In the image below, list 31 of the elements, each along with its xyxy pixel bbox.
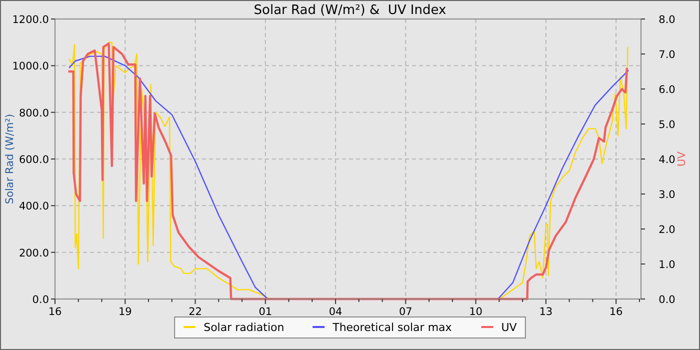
y2-tick-label: 7.0 — [658, 49, 676, 61]
y2-tick-label: 3.0 — [658, 189, 676, 201]
x-tick-label: 13 — [539, 306, 553, 318]
x-tick-label: 16 — [48, 306, 62, 318]
chart-title: Solar Rad (W/m²) & UV Index — [254, 3, 447, 18]
x-tick-label: 16 — [609, 306, 624, 318]
y-tick-label: 600.0 — [18, 154, 49, 166]
legend-label: Theoretical solar max — [332, 321, 452, 334]
y2-tick-label: 0.0 — [658, 294, 676, 306]
y-tick-label: 200.0 — [18, 247, 49, 260]
x-tick-label: 19 — [118, 306, 132, 318]
x-tick-label: 07 — [398, 306, 412, 318]
x-tick-label: 01 — [258, 306, 272, 318]
y-tick-label: 0.0 — [32, 294, 49, 306]
legend-label: Solar radiation — [204, 321, 284, 334]
y-tick-label: 1200.0 — [12, 14, 49, 26]
y2-tick-label: 6.0 — [658, 84, 676, 96]
y-tick-label: 400.0 — [18, 200, 49, 213]
legend-label: UV — [501, 321, 518, 334]
y2-tick-label: 8.0 — [658, 14, 676, 26]
y2-tick-label: 5.0 — [658, 119, 676, 131]
y2-axis-title: UV — [676, 150, 688, 166]
y-axis-title: Solar Rad (W/m²) — [4, 114, 16, 204]
y-tick-label: 800.0 — [18, 107, 49, 120]
y2-tick-label: 4.0 — [658, 154, 676, 166]
y-tick-label: 1000.0 — [12, 60, 49, 73]
x-tick-label: 10 — [469, 306, 482, 318]
y2-tick-label: 2.0 — [658, 224, 676, 236]
x-tick-label: 04 — [328, 306, 343, 318]
y2-tick-label: 1.0 — [658, 259, 676, 271]
x-tick-label: 22 — [188, 306, 202, 318]
